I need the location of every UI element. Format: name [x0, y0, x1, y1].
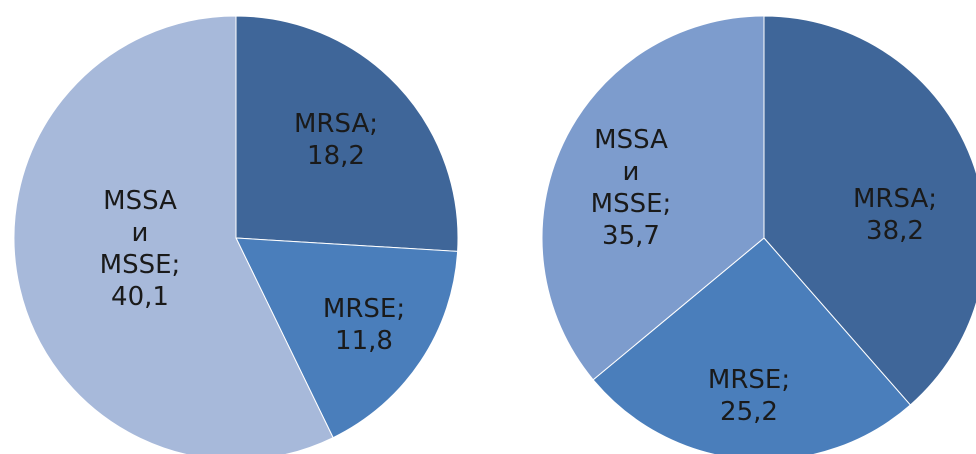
- data-label-line: 11,8: [335, 326, 393, 356]
- pie-slice-1: [763, 15, 976, 406]
- data-label-line: MRSA;: [853, 184, 937, 214]
- data-label-3: MSSA и MSSE; 35,7: [591, 125, 672, 251]
- data-label-line: 18,2: [307, 141, 365, 171]
- pie-slice-3: [541, 15, 765, 381]
- data-label-line: MSSA: [594, 125, 668, 155]
- pie-slice-2: [235, 237, 459, 439]
- data-label-line: MSSA: [103, 186, 177, 216]
- data-label-line: 40,1: [111, 282, 169, 312]
- pie-chart-1: MRSA; 18,2 MRSE; 11,8 MSSA и MSSE; 40,1: [13, 15, 459, 454]
- data-label-2: MRSE; 25,2: [708, 365, 790, 427]
- data-label-line: MSSE;: [100, 250, 181, 280]
- data-label-line: и: [623, 157, 640, 187]
- data-label-line: 35,7: [602, 221, 660, 251]
- data-label-line: MRSA;: [294, 109, 378, 139]
- pie-chart-2: MRSA; 38,2 MRSE; 25,2 MSSA и MSSE; 35,7: [541, 15, 976, 454]
- data-label-line: MRSE;: [323, 294, 405, 324]
- data-label-1: MRSA; 18,2: [294, 109, 378, 171]
- data-label-line: и: [132, 218, 149, 248]
- data-label-1: MRSA; 38,2: [853, 184, 937, 246]
- data-label-3: MSSA и MSSE; 40,1: [100, 186, 181, 312]
- data-label-2: MRSE; 11,8: [323, 294, 405, 356]
- pie-slice-3: [13, 15, 334, 454]
- pie-slice-2: [592, 237, 912, 454]
- data-label-line: 38,2: [866, 216, 924, 246]
- data-label-line: 25,2: [720, 397, 778, 427]
- data-label-line: MRSE;: [708, 365, 790, 395]
- data-label-line: MSSE;: [591, 189, 672, 219]
- pie-slice-1: [235, 15, 459, 252]
